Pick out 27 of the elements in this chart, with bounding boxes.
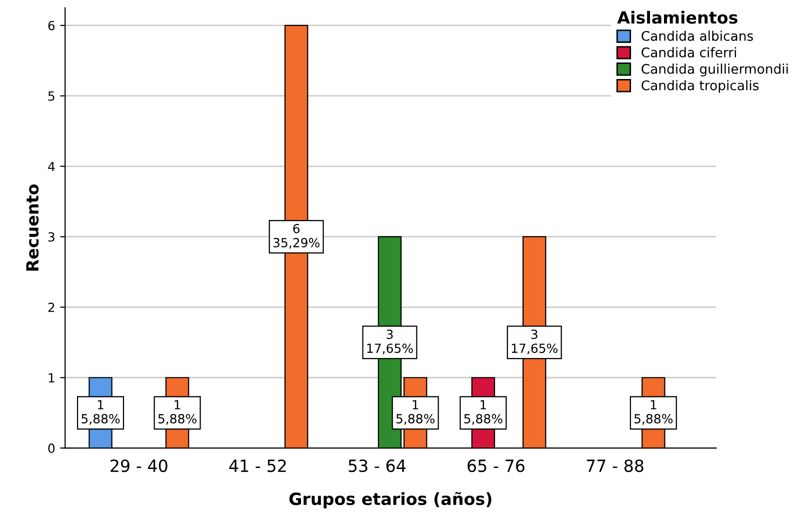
x-tick-label: 77 - 88 <box>586 459 644 472</box>
x-tick-label: 65 - 76 <box>468 459 524 472</box>
y-tick-label: 5 <box>48 92 54 101</box>
x-axis-title: Grupos etarios (años) <box>289 492 492 508</box>
data-label: 1 5,88% <box>634 400 673 425</box>
legend-label: Candida ciferri <box>642 47 736 58</box>
y-tick-label: 2 <box>48 302 54 312</box>
y-tick-label: 0 <box>48 444 55 453</box>
legend-label: Candida tropicalis <box>642 80 759 93</box>
y-axis-title: Recuento <box>26 184 39 271</box>
legend-label: Candida albicans <box>642 30 753 41</box>
data-label: 3 17,65% <box>512 330 558 354</box>
data-label: 1 5,88% <box>158 400 196 425</box>
legend-label: Candida guilliermondii <box>642 64 788 76</box>
x-tick-label: 41 - 52 <box>229 459 286 472</box>
y-tick-label: 3 <box>48 232 54 242</box>
data-label: 6 35,29% <box>273 224 320 249</box>
data-label: 1 5,88% <box>464 400 502 425</box>
data-label: 3 17,65% <box>367 330 413 354</box>
data-label: 1 5,88% <box>82 400 120 425</box>
legend-title: Aislamientos <box>617 10 738 24</box>
y-tick-label: 6 <box>48 20 55 30</box>
y-tick-label: 1 <box>48 373 54 382</box>
data-label: 1 5,88% <box>396 400 435 425</box>
y-tick-label: 4 <box>48 162 55 172</box>
x-tick-label: 53 - 64 <box>348 459 406 472</box>
x-tick-label: 29 - 40 <box>110 459 168 472</box>
